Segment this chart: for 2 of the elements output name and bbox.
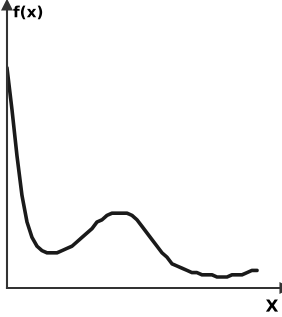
x-axis-title: X	[266, 299, 278, 312]
y-axis-title: f(x)	[13, 6, 42, 20]
